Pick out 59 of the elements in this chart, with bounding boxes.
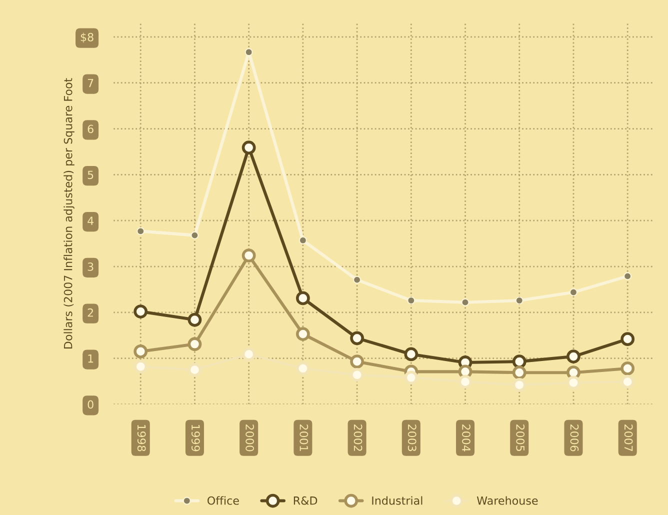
point — [350, 354, 364, 369]
y-tick-label: $8 — [80, 32, 94, 43]
point — [188, 362, 202, 377]
y-axis-title: Dollars (2007 Inflation adjusted) per Square Foot — [64, 78, 74, 349]
y-tick-label: 6 — [88, 124, 94, 134]
point — [458, 374, 472, 389]
point — [242, 140, 256, 155]
point — [136, 227, 145, 236]
y-tick-label: 2 — [88, 308, 94, 317]
point — [461, 298, 470, 306]
point — [296, 362, 310, 376]
point — [134, 360, 148, 374]
point — [624, 272, 632, 280]
y-tick-label: 4 — [88, 216, 94, 225]
point — [350, 368, 364, 382]
point — [407, 296, 416, 304]
point — [188, 337, 202, 352]
point — [296, 291, 310, 306]
x-tick-label: 2005 — [516, 424, 525, 452]
x-tick-label: 2002 — [354, 424, 362, 451]
point — [512, 354, 526, 369]
x-tick-label: 1998 — [137, 424, 146, 452]
point — [620, 332, 635, 346]
point — [298, 236, 307, 244]
x-tick-label: 2001 — [300, 424, 308, 451]
legend-label: Office — [208, 496, 239, 505]
y-tick-label: 7 — [88, 78, 94, 88]
point — [404, 370, 418, 385]
point — [134, 344, 148, 358]
point — [512, 378, 526, 392]
x-tick-label: 2006 — [570, 424, 579, 452]
point — [620, 374, 635, 389]
point — [566, 350, 580, 364]
y-tick-label: 3 — [88, 262, 94, 271]
y-tick-label: 1 — [88, 354, 94, 363]
point — [190, 231, 199, 240]
x-tick-label: 2007 — [624, 424, 633, 452]
point — [404, 347, 418, 362]
legend-label: Warehouse — [476, 496, 538, 505]
point — [296, 327, 310, 341]
point — [188, 312, 202, 327]
point — [353, 276, 362, 284]
x-tick-label: 1999 — [192, 424, 200, 452]
point — [242, 248, 256, 262]
y-tick-label: 5 — [88, 170, 94, 180]
point — [134, 304, 148, 318]
x-tick-label: 2003 — [408, 424, 416, 452]
point — [620, 362, 635, 376]
point — [569, 288, 578, 296]
point — [512, 366, 526, 380]
x-tick-label: 2000 — [246, 424, 254, 452]
point — [566, 376, 580, 390]
point — [515, 296, 524, 304]
point — [350, 331, 364, 346]
legend-label: Industrial — [372, 496, 422, 505]
y-tick-label: 0 — [88, 400, 94, 409]
legend-label: R&D — [294, 496, 318, 505]
x-tick-label: 2004 — [462, 424, 470, 452]
point — [242, 347, 256, 362]
